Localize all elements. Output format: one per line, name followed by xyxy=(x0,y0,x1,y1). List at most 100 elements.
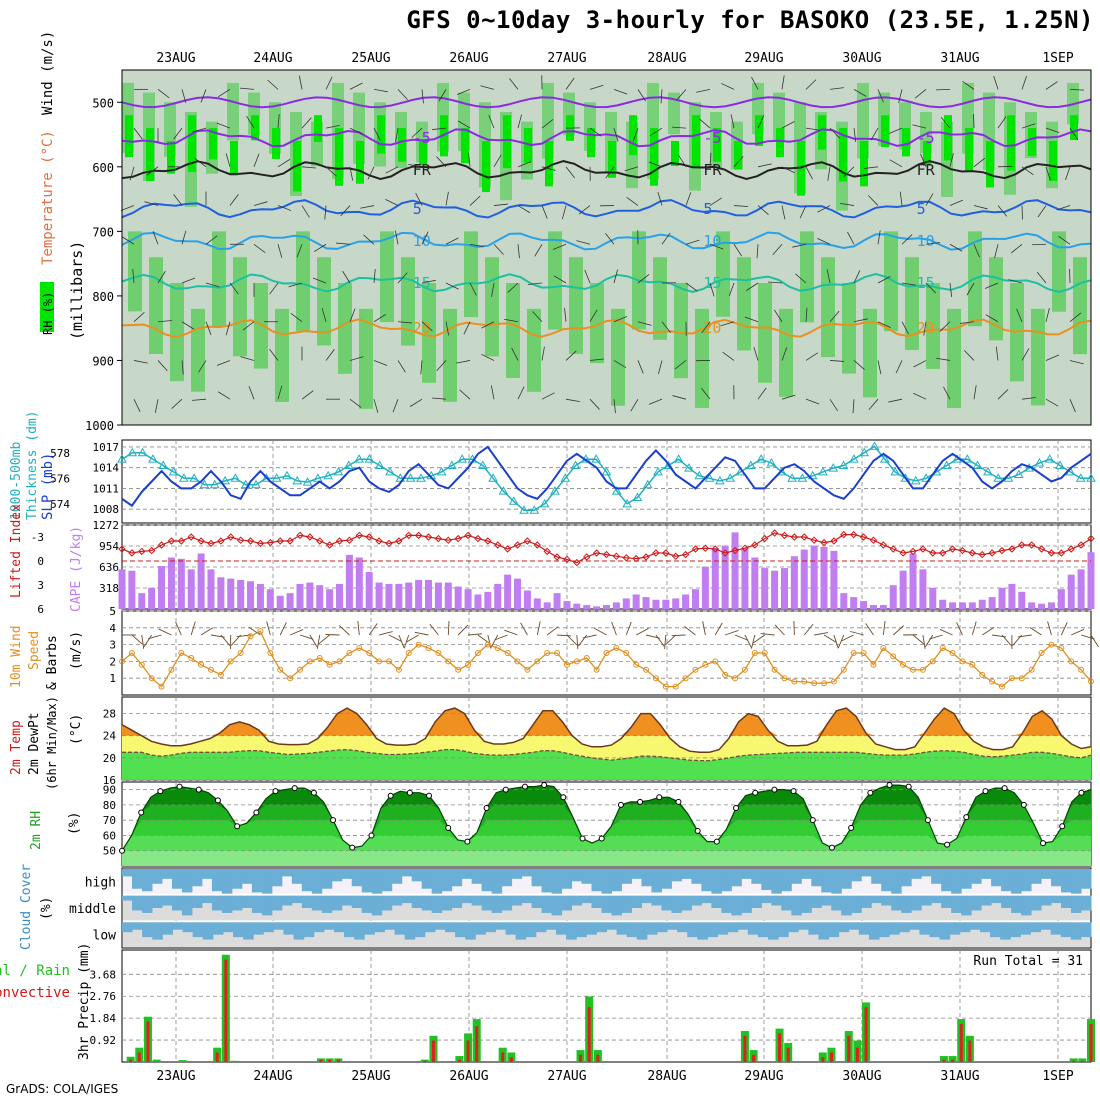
lifted-index-marker xyxy=(335,537,344,545)
thickness-marker xyxy=(209,479,220,489)
wind-barb xyxy=(1045,354,1060,361)
wind-speed-marker xyxy=(425,644,432,651)
rh-shade xyxy=(524,128,532,163)
cape-bar xyxy=(850,597,858,609)
cape-bar xyxy=(533,598,541,609)
wind-barb xyxy=(949,199,964,206)
lifted-index-marker xyxy=(405,531,413,540)
wind-barb xyxy=(409,398,423,407)
cloud-bar xyxy=(1071,895,1082,913)
wind-speed-marker xyxy=(336,658,343,665)
rh-shade xyxy=(359,308,373,409)
wind-barb xyxy=(1021,166,1034,176)
cloud-bar xyxy=(919,922,930,935)
rh-shade xyxy=(380,231,394,323)
precip-tick-label: 1.84 xyxy=(90,1012,117,1025)
cloud-bar xyxy=(768,922,779,940)
thickness-marker xyxy=(343,460,354,470)
wind-barb xyxy=(480,85,495,90)
contour-label: 5 xyxy=(917,200,926,218)
cloud-bar xyxy=(283,922,295,935)
wind-barb xyxy=(373,88,388,93)
cloud-bar xyxy=(301,869,313,892)
cloud-bar xyxy=(939,922,951,940)
wind-barb xyxy=(493,154,502,168)
cloud-bar xyxy=(541,895,553,913)
cloud-bar xyxy=(1000,922,1011,940)
wind-barb xyxy=(373,127,381,141)
cloud-bar xyxy=(511,895,523,906)
temperature-contour xyxy=(121,96,1092,109)
wind-barb xyxy=(981,626,995,636)
wind-speed-marker xyxy=(138,661,145,668)
cloud-bar xyxy=(778,922,789,938)
cloud-bar xyxy=(851,895,862,913)
cloud-bar xyxy=(414,922,426,938)
wind-barb xyxy=(650,127,663,137)
rh-shade xyxy=(314,115,322,142)
rh-shade xyxy=(227,82,239,141)
precip-convective-bar xyxy=(475,1026,479,1062)
lifted-index-marker xyxy=(266,538,275,547)
thickness-marker xyxy=(611,486,622,495)
wind-barb xyxy=(198,360,207,373)
cloud-bar xyxy=(401,895,413,904)
wind-barb xyxy=(338,625,350,636)
cloud-bar xyxy=(181,869,193,893)
cloud-bar xyxy=(491,895,503,913)
rh-shade xyxy=(1028,128,1036,156)
thickness-marker xyxy=(715,475,725,485)
wind-speed-marker xyxy=(712,658,719,665)
rh-shade xyxy=(965,128,973,171)
thickness-marker xyxy=(1086,473,1096,482)
thickness-marker xyxy=(1034,457,1045,467)
cloud-bar xyxy=(1051,895,1062,904)
cloud-bar xyxy=(231,869,243,889)
wind-barb xyxy=(781,394,796,400)
cape-bar xyxy=(593,606,601,609)
thickness-marker xyxy=(385,466,395,476)
lifted-index-marker xyxy=(147,546,156,555)
cloud-bar xyxy=(271,895,283,911)
wind-barb xyxy=(1069,88,1085,91)
temp-tick-label: 16 xyxy=(103,774,116,787)
wind-barb xyxy=(840,634,854,642)
rh-shade xyxy=(1007,115,1015,171)
wind-barb xyxy=(301,166,316,169)
rh-legend-swatch xyxy=(40,282,54,332)
cape-bar xyxy=(612,602,620,609)
rh-shade xyxy=(461,128,469,164)
wind-barb xyxy=(578,205,591,215)
rh-shade xyxy=(443,308,457,402)
lifted-index-marker xyxy=(306,533,314,541)
wind-speed-marker xyxy=(613,644,620,651)
lifted-index-marker xyxy=(602,550,611,559)
wind-barb xyxy=(757,205,769,216)
lifted-index-marker xyxy=(731,546,739,555)
wind-barb xyxy=(420,360,423,375)
rh-shade xyxy=(527,308,541,392)
wind-speed-marker xyxy=(672,683,679,690)
wind-barb xyxy=(725,630,739,636)
wind-barb xyxy=(469,282,477,296)
cloud-bar xyxy=(505,922,517,935)
wind-barb xyxy=(577,634,588,647)
wind-barb xyxy=(157,89,170,99)
wind-barb xyxy=(385,199,399,206)
wind-barb xyxy=(459,389,471,400)
thickness-marker xyxy=(962,454,973,463)
wind-barb xyxy=(823,634,837,643)
day-label-bottom: 31AUG xyxy=(940,1069,979,1084)
lifted-index-marker xyxy=(355,531,364,540)
cloud-bar xyxy=(811,895,822,908)
wind-barb xyxy=(133,360,148,364)
cloud-bar xyxy=(979,922,991,933)
wind-barb xyxy=(1045,398,1059,407)
wind-barb xyxy=(565,350,577,361)
wind-speed-marker xyxy=(633,661,640,668)
wind-barb xyxy=(253,201,268,206)
cloud-bar xyxy=(611,895,622,916)
cloud-bar xyxy=(929,922,941,938)
wind-barb xyxy=(929,634,943,640)
cloud-bar xyxy=(1060,922,1072,938)
